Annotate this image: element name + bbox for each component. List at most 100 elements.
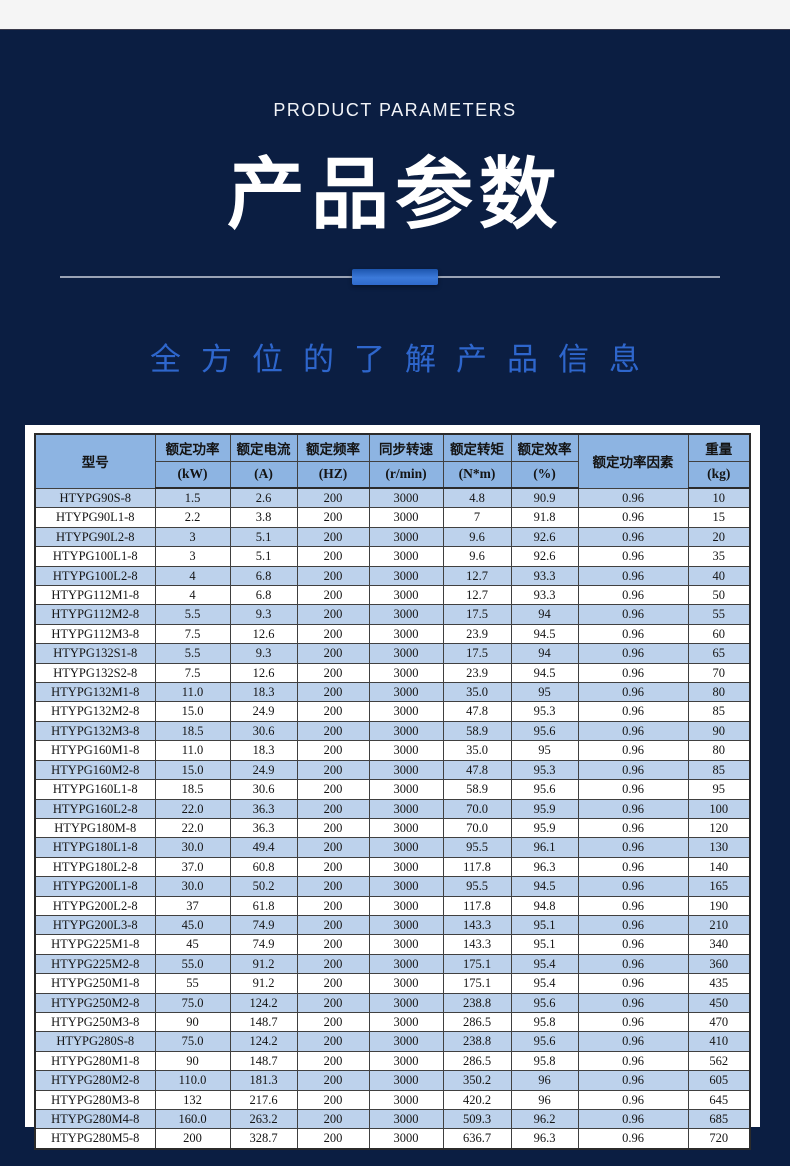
model-cell: HTYPG132S1-8 [34,643,156,664]
value-cell: 18.3 [229,682,298,703]
table-row: HTYPG112M1-8 4 6.8 200 3000 12.7 93.3 0.96 50 [34,585,751,606]
value-cell: 3000 [368,585,444,606]
value-cell: 96 [510,1089,579,1111]
value-cell: 15 [687,507,751,528]
value-cell: 75.0 [154,1031,231,1052]
value-cell: 49.4 [229,837,298,858]
value-cell: 140 [687,856,751,878]
value-cell: 0.96 [577,720,689,742]
value-cell: 200 [296,507,370,528]
value-cell: 238.8 [442,992,512,1013]
value-cell: 200 [296,876,370,897]
value-cell: 75.0 [154,992,231,1013]
value-cell: 200 [296,682,370,703]
value-cell: 435 [687,973,751,994]
value-cell: 94 [510,604,579,625]
value-cell: 90 [154,1050,231,1072]
model-cell: HTYPG200L2-8 [34,895,156,916]
value-cell: 15.0 [154,701,231,722]
table-row: HTYPG112M2-8 5.5 9.3 200 3000 17.5 94 0.96 55 [34,604,751,625]
value-cell: 91.2 [229,953,298,975]
value-cell: 130 [687,837,751,858]
value-cell: 117.8 [442,856,512,878]
value-cell: 95.1 [510,914,579,936]
value-cell: 35 [687,546,751,567]
model-cell: HTYPG225M2-8 [34,953,156,975]
col-unit-8: (kg) [687,460,751,489]
value-cell: 30.6 [229,720,298,742]
value-cell: 0.96 [577,798,689,819]
value-cell: 3000 [368,895,444,916]
value-cell: 96.1 [510,837,579,858]
table-row: HTYPG132S2-8 7.5 12.6 200 3000 23.9 94.5 0.96 70 [34,662,751,684]
value-cell: 95 [687,779,751,800]
table-row: HTYPG200L3-8 45.0 74.9 200 3000 143.3 95.1 0.96… [34,914,751,936]
value-cell: 3000 [368,487,444,509]
value-cell: 210 [687,914,751,936]
value-cell: 6.8 [229,565,298,587]
value-cell: 35.0 [442,740,512,761]
value-cell: 200 [296,526,370,548]
value-cell: 200 [296,604,370,625]
value-cell: 3000 [368,914,444,936]
value-cell: 200 [296,1128,370,1150]
spec-table-body: HTYPG90S-8 1.5 2.6 200 3000 4.8 90.9 0.96 10 HTYP… [34,487,751,1150]
value-cell: 95.4 [510,973,579,994]
col-unit-6: (%) [510,460,579,489]
value-cell: 0.96 [577,934,689,955]
model-cell: HTYPG90L2-8 [34,526,156,548]
value-cell: 200 [296,701,370,722]
value-cell: 3000 [368,740,444,761]
divider-accent-bar [352,269,438,285]
value-cell: 18.3 [229,740,298,761]
table-row: HTYPG90L1-8 2.2 3.8 200 3000 7 91.8 0.96 15 [34,507,751,528]
value-cell: 1.5 [154,487,231,509]
value-cell: 92.6 [510,526,579,548]
value-cell: 45 [154,934,231,955]
col-unit-3: (HZ) [296,460,370,489]
value-cell: 3000 [368,507,444,528]
value-cell: 3 [154,526,231,548]
top-strip [0,0,790,30]
value-cell: 95.8 [510,1050,579,1072]
value-cell: 200 [154,1128,231,1150]
table-row: HTYPG250M3-8 90 148.7 200 3000 286.5 95.8 0.96 4… [34,1011,751,1033]
value-cell: 0.96 [577,1089,689,1111]
table-row: HTYPG250M2-8 75.0 124.2 200 3000 238.8 95.6 0.9… [34,992,751,1013]
value-cell: 95.5 [442,837,512,858]
value-cell: 0.96 [577,779,689,800]
table-row: HTYPG280M1-8 90 148.7 200 3000 286.5 95.8 0.96 5… [34,1050,751,1072]
value-cell: 95.9 [510,817,579,839]
value-cell: 0.96 [577,1050,689,1072]
value-cell: 85 [687,701,751,722]
value-cell: 40 [687,565,751,587]
table-row: HTYPG250M1-8 55 91.2 200 3000 175.1 95.4 0.96 43… [34,973,751,994]
value-cell: 100 [687,798,751,819]
value-cell: 200 [296,643,370,664]
value-cell: 0.96 [577,817,689,839]
model-cell: HTYPG200L3-8 [34,914,156,936]
table-row: HTYPG160L1-8 18.5 30.6 200 3000 58.9 95.6 0.96 9… [34,779,751,800]
value-cell: 4.8 [442,487,512,509]
value-cell: 74.9 [229,934,298,955]
value-cell: 605 [687,1070,751,1091]
value-cell: 200 [296,546,370,567]
value-cell: 95.1 [510,934,579,955]
value-cell: 3000 [368,701,444,722]
value-cell: 55.0 [154,953,231,975]
value-cell: 7 [442,507,512,528]
value-cell: 0.96 [577,682,689,703]
model-cell: HTYPG90L1-8 [34,507,156,528]
value-cell: 74.9 [229,914,298,936]
value-cell: 200 [296,565,370,587]
value-cell: 200 [296,837,370,858]
value-cell: 12.7 [442,585,512,606]
value-cell: 11.0 [154,682,231,703]
value-cell: 90 [154,1011,231,1033]
value-cell: 143.3 [442,914,512,936]
value-cell: 470 [687,1011,751,1033]
model-cell: HTYPG160M1-8 [34,740,156,761]
model-cell: HTYPG112M2-8 [34,604,156,625]
value-cell: 685 [687,1108,751,1130]
